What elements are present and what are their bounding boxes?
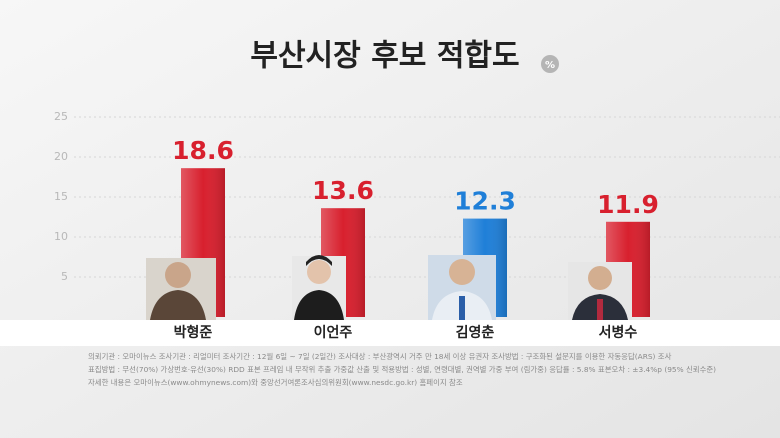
photo [146, 258, 216, 320]
x-tick-label: 이언주 [314, 324, 353, 341]
footnote: 자세한 내용은 오마이뉴스(www.ohmynews.com)와 중앙선거여론조… [88, 378, 463, 387]
category-strip [0, 320, 780, 346]
x-tick-label: 서병수 [599, 324, 638, 341]
x-tick-label: 김영춘 [456, 324, 495, 341]
value-label: 11.9 [597, 190, 659, 219]
footnote: 표집방법 : 무선(70%) 가상번호·유선(30%) RDD 표본 프레임 내… [88, 365, 716, 374]
x-tick-label: 박형준 [174, 324, 213, 341]
photo [292, 255, 346, 320]
y-tick-label: 20 [54, 150, 68, 163]
y-tick-label: 15 [54, 190, 68, 203]
y-tick-label: 10 [54, 230, 68, 243]
unit-badge [541, 55, 559, 73]
y-tick-label: 25 [54, 110, 68, 123]
value-label: 13.6 [312, 176, 374, 205]
photo [428, 255, 496, 320]
photo [568, 262, 632, 320]
candidate-photos [146, 255, 632, 320]
chart-title: 부산시장 후보 적합도 [250, 39, 519, 74]
value-label: 12.3 [454, 187, 516, 216]
unit-label: % [545, 60, 555, 71]
footnote: 의뢰기관 : 오마이뉴스 조사기관 : 리얼미터 조사기간 : 12월 6일 ~… [88, 352, 672, 361]
value-label: 18.6 [172, 136, 234, 165]
y-tick-label: 5 [61, 270, 68, 283]
